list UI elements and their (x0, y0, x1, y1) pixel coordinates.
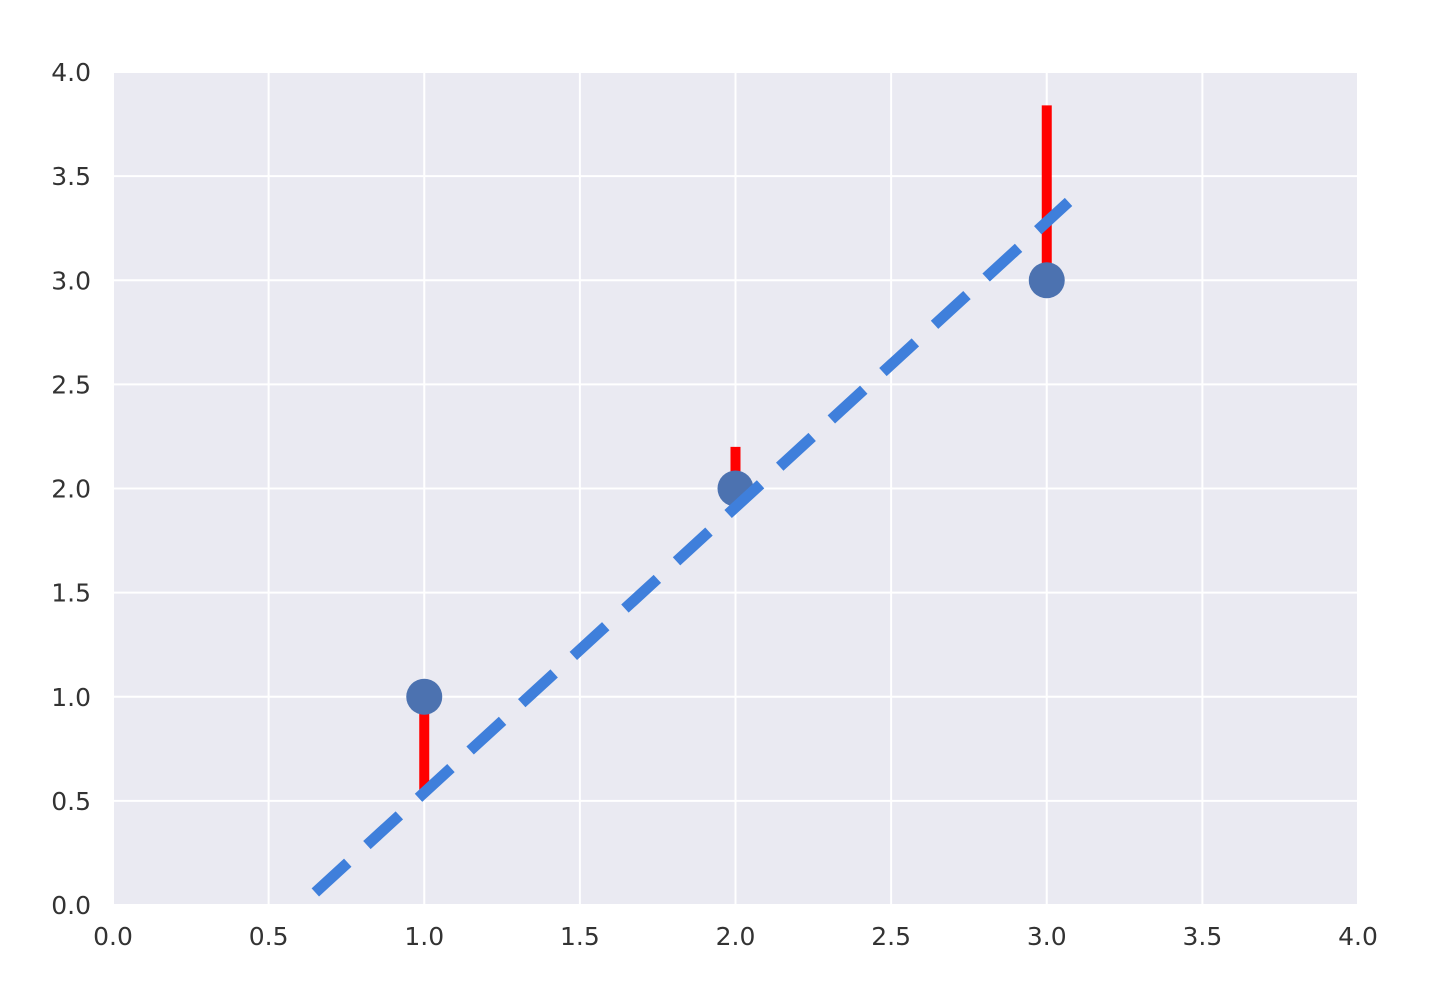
y-tick-label: 0.0 (51, 891, 91, 920)
x-tick-label: 0.5 (249, 922, 289, 951)
y-tick-label: 1.0 (51, 683, 91, 712)
x-tick-label: 1.5 (560, 922, 600, 951)
y-tick-label: 3.0 (51, 266, 91, 295)
x-tick-label: 1.0 (404, 922, 444, 951)
x-tick-label: 0.0 (93, 922, 133, 951)
x-tick-label: 3.0 (1027, 922, 1067, 951)
y-axis-tick-labels: 0.0 0.5 1.0 1.5 2.0 2.5 3.0 3.5 4.0 (51, 58, 91, 920)
y-tick-label: 1.5 (51, 579, 91, 608)
x-tick-label: 4.0 (1338, 922, 1378, 951)
y-tick-label: 4.0 (51, 58, 91, 87)
data-point (1028, 262, 1065, 299)
x-tick-label: 3.5 (1182, 922, 1222, 951)
x-tick-label: 2.5 (871, 922, 911, 951)
x-axis-tick-labels: 0.0 0.5 1.0 1.5 2.0 2.5 3.0 3.5 4.0 (93, 922, 1378, 951)
fit-line-group (311, 197, 1073, 897)
data-point (406, 678, 443, 715)
y-tick-label: 2.5 (51, 370, 91, 399)
x-tick-label: 2.0 (716, 922, 756, 951)
y-tick-label: 0.5 (51, 787, 91, 816)
fit-line (311, 197, 1073, 897)
y-tick-label: 3.5 (51, 162, 91, 191)
y-tick-label: 2.0 (51, 475, 91, 504)
